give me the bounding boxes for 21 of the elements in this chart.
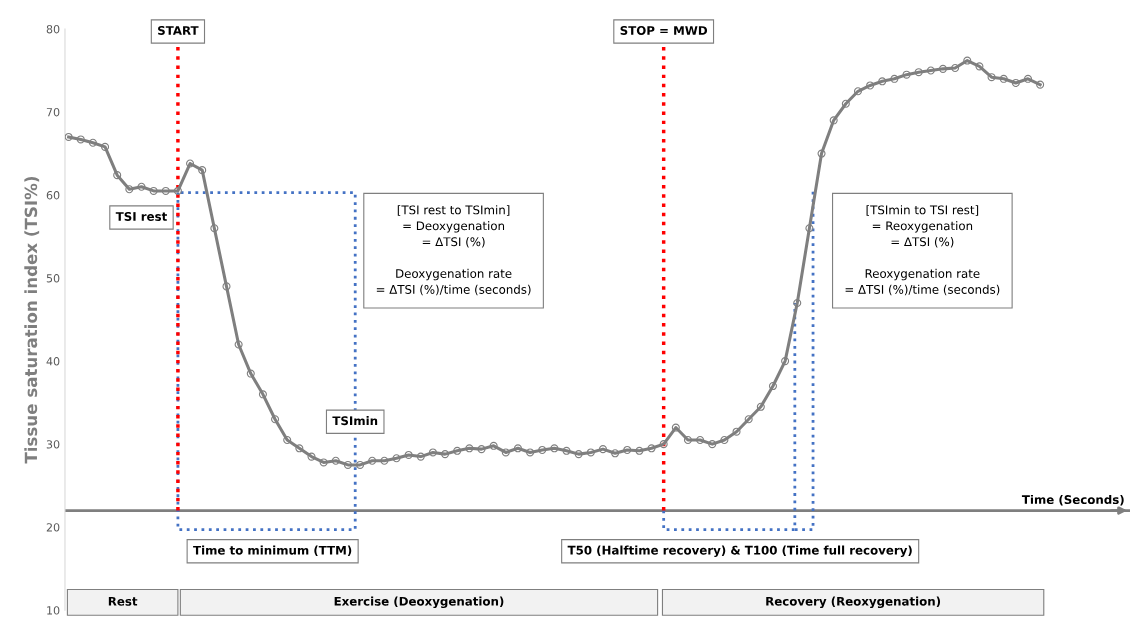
y-tick-label: 80 <box>46 24 60 34</box>
annotation: Recovery (Reoxygenation) <box>766 596 941 609</box>
annotation: Rest <box>108 596 138 606</box>
annotation: START <box>158 25 199 35</box>
y-tick-label: 50 <box>46 274 60 283</box>
y-tick-label: 10 <box>47 606 60 615</box>
annotation: TSI rest <box>115 211 167 221</box>
y-tick-label: 60 <box>46 191 60 200</box>
annotation: T50 (Halftime recovery) & T100 (Time full recovery) <box>567 545 912 558</box>
text: [TSI rest to TSImin] = Deoxygenation = ΔTSI (%) Deoxygenation rate = ΔTSI (%)/time (seconds) <box>376 205 531 296</box>
y-tick-label: 70 <box>46 108 60 117</box>
annotation: Exercise (Deoxygenation) <box>334 596 504 609</box>
x-axis-title: Time (Seconds) <box>1021 494 1124 506</box>
annotation: Time to minimum (TTM) <box>193 545 352 557</box>
annotation: TSImin <box>332 416 378 426</box>
y-tick-label: 30 <box>46 440 60 449</box>
y-axis-title: Tissue saturation index (TSI%) <box>24 177 40 464</box>
text: [TSImin to TSI rest] = Reoxygenation = ΔTSI (%) Reoxygenation rate = ΔTSI (%)/time (seconds) <box>845 205 1000 296</box>
annotation: STOP = MWD <box>620 25 708 35</box>
y-tick-label: 20 <box>46 523 60 532</box>
y-tick-label: 40 <box>46 357 60 366</box>
